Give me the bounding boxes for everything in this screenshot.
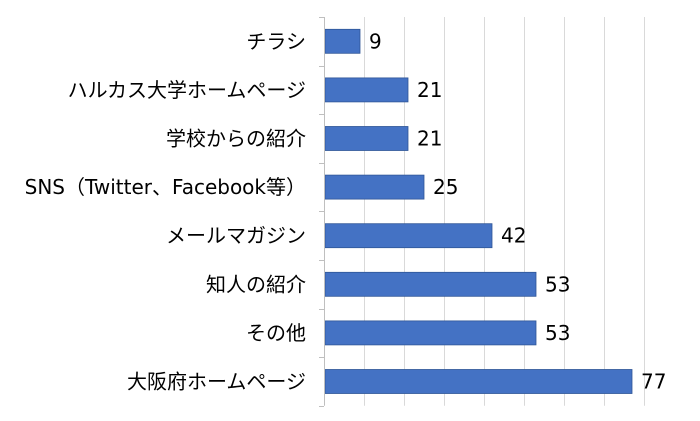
data-label-1: 9 [369, 29, 382, 53]
category-label-4: SNS（Twitter、Facebook等） [25, 175, 306, 199]
category-label-1: チラシ [246, 29, 306, 53]
data-label-7: 53 [545, 321, 570, 345]
category-label-7: その他 [246, 321, 306, 345]
category-label-3: 学校からの紹介 [166, 127, 306, 151]
category-label-5: メールマガジン [166, 224, 306, 248]
grid-lines [364, 17, 645, 406]
data-label-2: 21 [417, 78, 442, 102]
category-axis [319, 17, 325, 407]
data-label-5: 42 [501, 224, 526, 248]
bars [324, 28, 633, 394]
bar-4 [324, 174, 425, 200]
labels: チラシ 9 ハルカス大学ホームページ 21 学校からの紹介 21 SNS（Twitter、F… [25, 29, 667, 393]
bar-7 [324, 320, 537, 346]
data-label-6: 53 [545, 272, 570, 296]
category-label-2: ハルカス大学ホームページ [68, 78, 306, 102]
data-label-8: 77 [641, 370, 666, 394]
bar-2 [324, 77, 409, 103]
bar-3 [324, 126, 409, 151]
data-label-4: 25 [433, 175, 458, 199]
category-label-6: 知人の紹介 [206, 272, 306, 296]
bar-5 [324, 223, 493, 249]
data-label-3: 21 [417, 127, 442, 151]
bar-6 [324, 271, 537, 297]
category-label-8: 大阪府ホームページ [127, 370, 306, 394]
bar-1 [324, 28, 361, 54]
bar-8 [324, 369, 633, 394]
